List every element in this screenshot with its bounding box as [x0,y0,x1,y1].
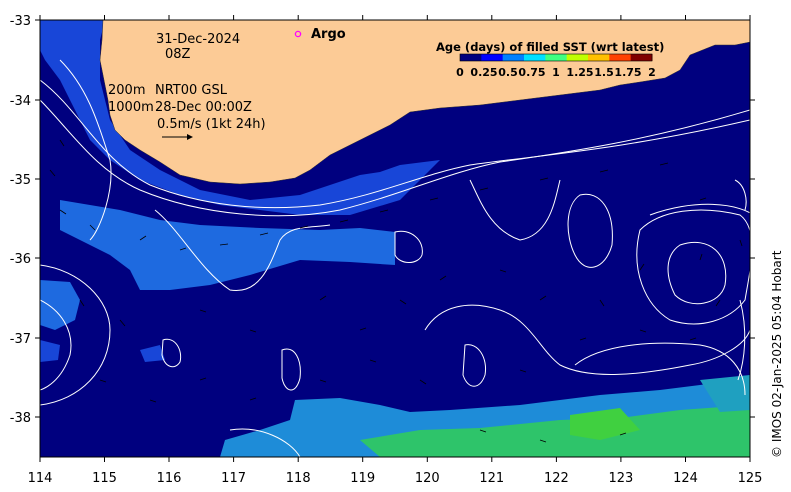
y-tick-label: -36 [10,252,31,267]
legend-title: Age (days) of filled SST (wrt latest) [436,40,664,54]
legend-color-swatch [588,54,610,61]
date-label: 31-Dec-2024 [156,32,240,47]
legend-tick-label: 0 [456,66,464,79]
x-tick-label: 125 [738,471,763,486]
x-tick-label: 114 [28,471,53,486]
isobath-1000m-label: 1000m [108,100,154,115]
legend-color-swatch [460,54,482,61]
legend-tick-label: 1.25 [566,66,593,79]
x-tick-label: 120 [415,471,440,486]
legend-color-swatch [545,54,568,61]
plot-area [40,20,750,457]
isobath-200m-label: 200m [108,83,145,98]
legend-tick-label: 1 [552,66,560,79]
product-label: NRT00 GSL [155,83,228,98]
legend-color-swatch [481,54,504,61]
x-tick-label: 117 [221,471,246,486]
x-tick-label: 115 [92,471,117,486]
plot-frame [39,19,751,458]
argo-marker-icon [294,30,302,38]
legend-tick-label: 0.75 [518,66,545,79]
legend-colorbar [459,53,653,62]
x-tick-label: 116 [157,471,182,486]
x-tick-label: 123 [608,471,633,486]
x-tick-label: 119 [350,471,375,486]
x-tick-label: 122 [544,471,569,486]
age-patches [40,20,750,457]
y-tick-label: -33 [10,14,31,29]
y-tick-label: -38 [10,411,31,426]
x-tick-label: 118 [286,471,311,486]
current-vectors [49,139,743,443]
time-label: 08Z [165,47,191,62]
y-tick-label: -37 [10,332,31,347]
map-annotations: 31-Dec-2024 08Z 200m NRT00 GSL 1000m 28-… [108,27,346,140]
y-tick-label: -34 [10,94,31,109]
legend-tick-label: 1.75 [614,66,641,79]
legend-color-swatch [566,54,589,61]
legend-tick-label: 0.5 [498,66,518,79]
credit-text: © IMOS 02-Jan-2025 05:04 Hobart [770,250,784,458]
legend-tick-label: 1.5 [594,66,614,79]
legend-tick-label: 2 [648,66,656,79]
y-axis-labels: -33 -34 -35 -36 -37 -38 [10,14,31,426]
legend-color-swatch [630,54,653,61]
x-tick-label: 121 [479,471,504,486]
legend-color-swatch [609,54,632,61]
argo-legend-label: Argo [311,27,346,42]
legend-colorbar-frame [459,53,653,62]
contours [40,59,750,457]
tick-marks [35,15,755,462]
legend-tick-label: 0.25 [470,66,497,79]
y-tick-label: -35 [10,173,31,188]
legend-color-swatch [524,54,546,61]
x-axis-labels: 114 115 116 117 118 119 120 121 122 123 … [28,471,763,486]
product-time-label: 28-Dec 00:00Z [155,100,252,115]
x-tick-label: 124 [673,471,698,486]
legend-tick-labels: 0 0.25 0.5 0.75 1 1.25 1.5 1.75 2 [456,66,656,79]
legend-color-swatch [502,54,525,61]
vector-scale-label: 0.5m/s (1kt 24h) [157,117,266,132]
